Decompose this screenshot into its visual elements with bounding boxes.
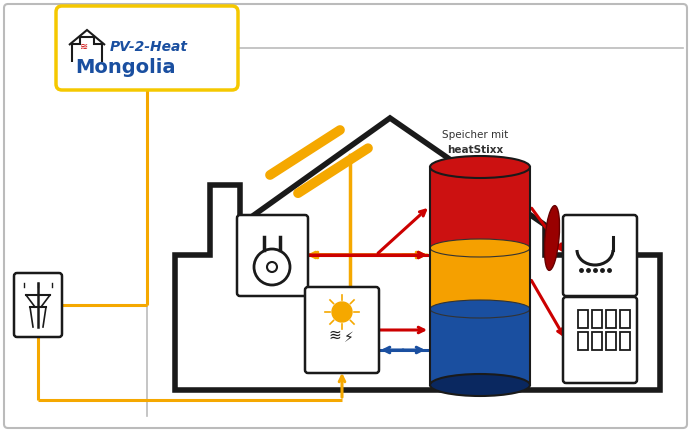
Text: Mongolia: Mongolia bbox=[75, 58, 176, 77]
Bar bbox=[578, 310, 588, 328]
FancyBboxPatch shape bbox=[563, 215, 637, 296]
Text: Speicher mit: Speicher mit bbox=[442, 130, 508, 140]
FancyBboxPatch shape bbox=[305, 287, 379, 373]
Bar bbox=[620, 310, 630, 328]
Ellipse shape bbox=[430, 300, 530, 318]
Bar bbox=[430, 248, 530, 309]
Bar bbox=[430, 309, 530, 385]
Bar bbox=[592, 332, 602, 350]
Text: PV-2-Heat: PV-2-Heat bbox=[110, 40, 188, 54]
FancyBboxPatch shape bbox=[56, 6, 238, 90]
Ellipse shape bbox=[430, 239, 530, 257]
Circle shape bbox=[332, 302, 352, 322]
Bar bbox=[592, 310, 602, 328]
Bar bbox=[578, 332, 588, 350]
Ellipse shape bbox=[545, 206, 560, 270]
FancyBboxPatch shape bbox=[237, 215, 308, 296]
Text: ⚡: ⚡ bbox=[344, 331, 354, 345]
Text: heatStixx: heatStixx bbox=[447, 145, 503, 155]
FancyBboxPatch shape bbox=[14, 273, 62, 337]
Bar bbox=[606, 332, 616, 350]
Text: ≋: ≋ bbox=[328, 327, 341, 343]
Bar bbox=[620, 332, 630, 350]
FancyBboxPatch shape bbox=[563, 297, 637, 383]
Ellipse shape bbox=[430, 374, 530, 396]
FancyBboxPatch shape bbox=[4, 4, 687, 428]
Bar bbox=[430, 167, 530, 250]
Ellipse shape bbox=[430, 156, 530, 178]
Text: ≋: ≋ bbox=[80, 42, 88, 52]
Bar bbox=[606, 310, 616, 328]
